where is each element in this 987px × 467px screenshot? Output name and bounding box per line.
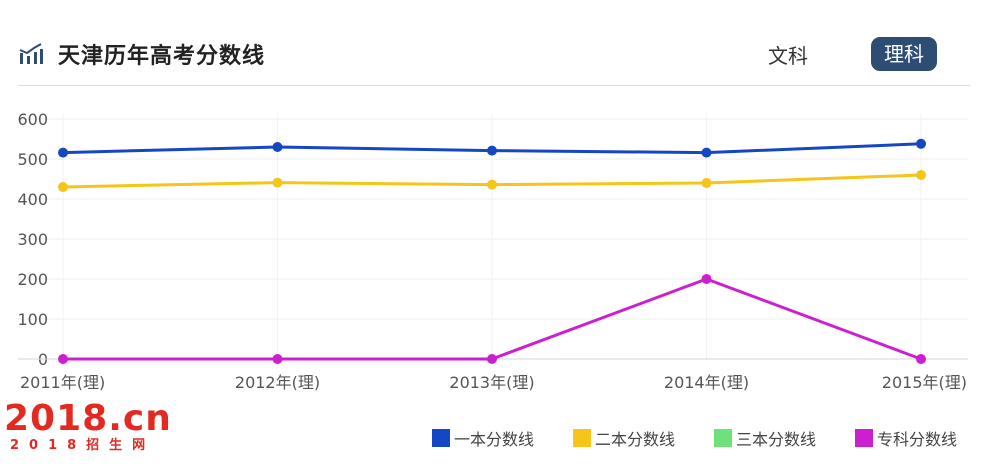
- legend-item[interactable]: 专科分数线: [855, 426, 957, 450]
- series-point-1: [487, 145, 497, 156]
- x-tick-label: 2013年(理): [449, 373, 534, 392]
- header-divider: [18, 85, 970, 86]
- legend-label: 二本分数线: [595, 430, 676, 449]
- legend-item[interactable]: 三本分数线: [714, 426, 816, 450]
- series-point-1: [916, 138, 926, 149]
- series-point-1: [58, 147, 68, 158]
- logo-main-text: 2018.cn: [4, 398, 172, 439]
- series-point-4: [272, 354, 283, 364]
- legend-label: 专科分数线: [877, 430, 958, 449]
- logo-sub-text: 2018招生网: [10, 438, 156, 453]
- y-tick-label: 200: [17, 270, 48, 289]
- series-point-1: [272, 142, 283, 152]
- x-tick-label: 2011年(理): [20, 373, 105, 392]
- legend-label: 一本分数线: [454, 430, 535, 449]
- x-tick-label: 2012年(理): [235, 373, 320, 392]
- series-point-4: [487, 354, 497, 364]
- series-point-4: [916, 354, 926, 364]
- y-tick-label: 600: [17, 110, 48, 129]
- y-tick-label: 400: [17, 190, 48, 209]
- series-point-4: [701, 274, 712, 284]
- y-tick-label: 100: [17, 310, 48, 329]
- series-point-4: [58, 354, 68, 364]
- series-point-2: [487, 179, 497, 190]
- series-point-2: [916, 170, 926, 180]
- x-tick-label: 2015年(理): [882, 373, 967, 392]
- chart-header: 天津历年高考分数线: [18, 36, 265, 72]
- legend-swatch: [855, 429, 873, 447]
- chart-title: 天津历年高考分数线: [58, 44, 266, 69]
- x-tick-label: 2014年(理): [664, 373, 749, 392]
- series-point-2: [272, 177, 283, 188]
- bar-chart-icon: [19, 43, 43, 64]
- y-tick-label: 500: [17, 150, 48, 169]
- series-point-2: [701, 178, 712, 188]
- site-logo: 2018.cn 2018招生网: [4, 400, 172, 454]
- legend-label: 三本分数线: [736, 430, 817, 449]
- legend-swatch: [432, 429, 450, 447]
- legend-swatch: [714, 429, 732, 447]
- legend-swatch: [573, 429, 591, 447]
- series-point-2: [58, 182, 68, 192]
- tab-wenke[interactable]: 文科: [768, 44, 808, 68]
- y-tick-label: 300: [17, 230, 48, 249]
- series-point-1: [701, 147, 712, 158]
- legend-item[interactable]: 二本分数线: [573, 426, 675, 450]
- legend-item[interactable]: 一本分数线: [432, 426, 534, 450]
- tab-like[interactable]: 理科: [871, 37, 937, 71]
